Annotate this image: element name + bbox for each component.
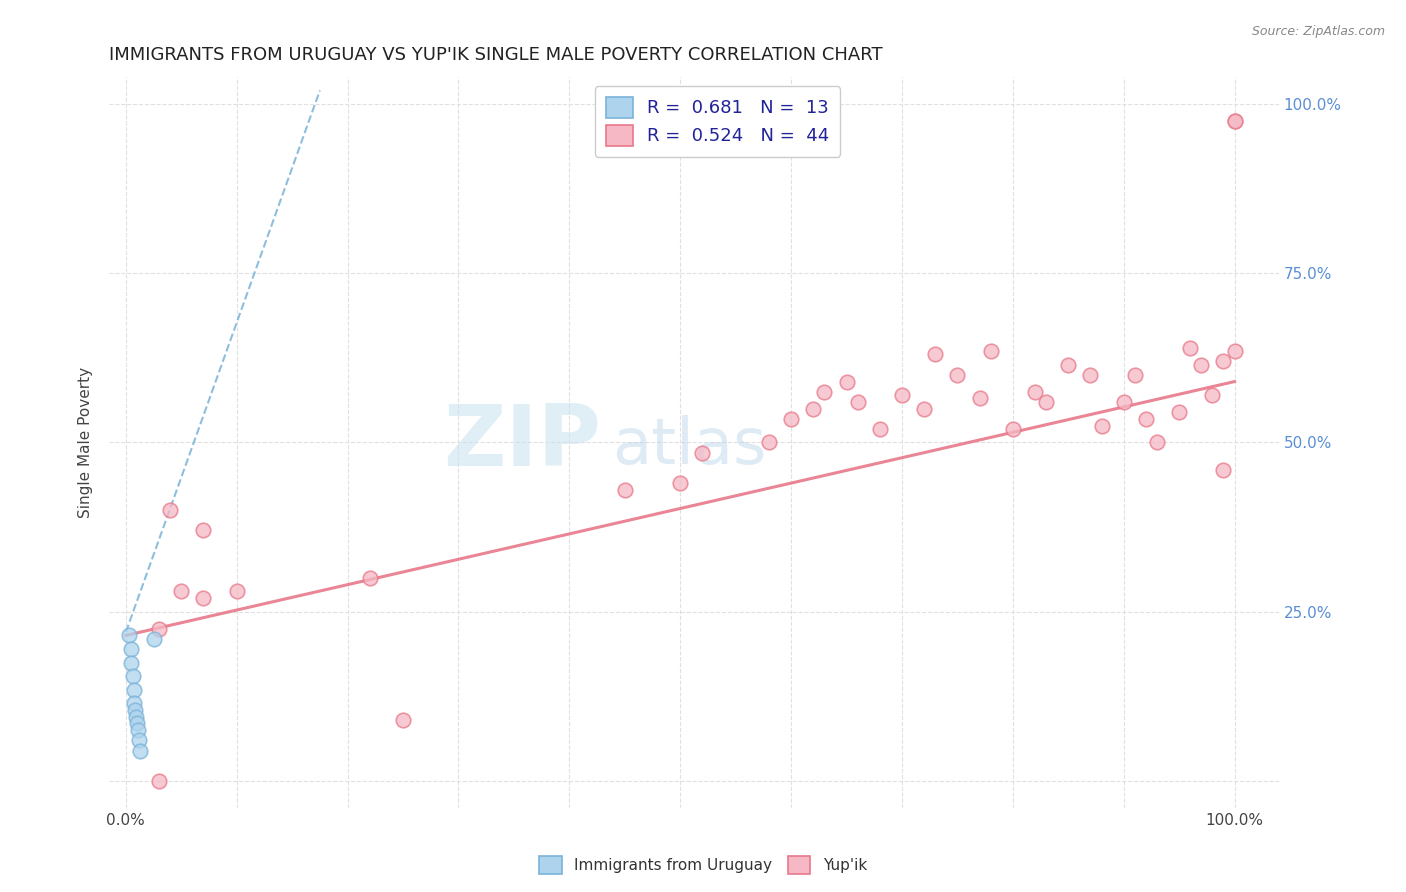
Legend: Immigrants from Uruguay, Yup'ik: Immigrants from Uruguay, Yup'ik bbox=[533, 850, 873, 880]
Point bbox=[148, 774, 170, 789]
Point bbox=[148, 622, 170, 636]
Point bbox=[129, 743, 152, 757]
Point bbox=[125, 716, 148, 731]
Legend: R =  0.681   N =  13, R =  0.524   N =  44: R = 0.681 N = 13, R = 0.524 N = 44 bbox=[595, 86, 841, 156]
Point bbox=[692, 445, 714, 459]
Point bbox=[758, 435, 780, 450]
Point bbox=[122, 682, 145, 697]
Point bbox=[124, 703, 146, 717]
Point bbox=[142, 632, 165, 646]
Point bbox=[1123, 368, 1146, 382]
Point bbox=[1001, 422, 1024, 436]
Point bbox=[121, 669, 143, 683]
Point bbox=[1223, 114, 1246, 128]
Point bbox=[122, 696, 145, 710]
Point bbox=[1223, 114, 1246, 128]
Point bbox=[835, 375, 858, 389]
Point bbox=[613, 483, 636, 497]
Point bbox=[980, 344, 1002, 359]
Point bbox=[669, 476, 692, 491]
Point bbox=[1201, 388, 1223, 402]
Point bbox=[846, 395, 869, 409]
Point bbox=[1080, 368, 1102, 382]
Point bbox=[969, 392, 991, 406]
Point bbox=[159, 503, 181, 517]
Point bbox=[170, 584, 193, 599]
Point bbox=[1212, 462, 1234, 476]
Point bbox=[1168, 405, 1191, 419]
Point bbox=[1189, 358, 1212, 372]
Point bbox=[128, 733, 150, 747]
Point bbox=[912, 401, 935, 416]
Point bbox=[1024, 384, 1046, 399]
Point bbox=[1090, 418, 1112, 433]
Point bbox=[193, 524, 215, 538]
Point bbox=[891, 388, 914, 402]
Point bbox=[359, 571, 381, 585]
Point bbox=[225, 584, 247, 599]
Text: ZIP: ZIP bbox=[443, 401, 600, 484]
Point bbox=[118, 628, 141, 642]
Y-axis label: Single Male Poverty: Single Male Poverty bbox=[79, 367, 93, 518]
Text: Source: ZipAtlas.com: Source: ZipAtlas.com bbox=[1251, 25, 1385, 38]
Point bbox=[125, 709, 148, 723]
Point bbox=[1223, 344, 1246, 359]
Point bbox=[813, 384, 835, 399]
Point bbox=[801, 401, 824, 416]
Point bbox=[946, 368, 969, 382]
Point bbox=[1212, 354, 1234, 368]
Point bbox=[120, 642, 142, 657]
Point bbox=[869, 422, 891, 436]
Point bbox=[780, 411, 803, 425]
Point bbox=[1112, 395, 1135, 409]
Point bbox=[392, 713, 415, 727]
Text: IMMIGRANTS FROM URUGUAY VS YUP'IK SINGLE MALE POVERTY CORRELATION CHART: IMMIGRANTS FROM URUGUAY VS YUP'IK SINGLE… bbox=[110, 46, 883, 64]
Point bbox=[1180, 341, 1202, 355]
Point bbox=[1146, 435, 1168, 450]
Point bbox=[120, 656, 142, 670]
Point bbox=[193, 591, 215, 606]
Point bbox=[127, 723, 149, 738]
Point bbox=[1057, 358, 1080, 372]
Point bbox=[1135, 411, 1157, 425]
Point bbox=[1035, 395, 1057, 409]
Point bbox=[924, 347, 946, 361]
Text: atlas: atlas bbox=[612, 415, 766, 477]
